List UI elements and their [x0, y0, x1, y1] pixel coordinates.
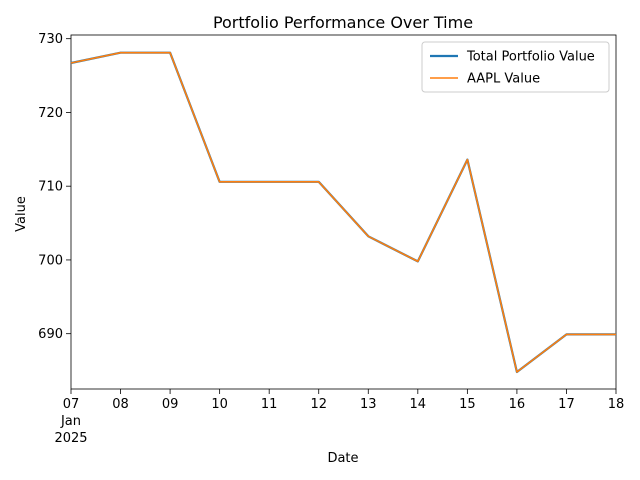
x-tick-label: 15: [459, 397, 476, 412]
x-tick-label: 12: [310, 397, 327, 412]
x-tick-label: 08: [112, 397, 129, 412]
plot-area: [70, 34, 617, 390]
legend: Total Portfolio Value AAPL Value: [421, 41, 610, 93]
y-tick-label: 690: [38, 327, 63, 342]
x-axis-label: Date: [327, 451, 358, 466]
y-axis-label: Value: [14, 196, 29, 232]
x-tick-label: 13: [360, 397, 377, 412]
x-axis: 07 08 09 10 11 12 13 14 15 16 17 18: [63, 389, 625, 412]
x-tick-sublabel-year: 2025: [54, 431, 87, 446]
legend-label-2: AAPL Value: [467, 72, 540, 87]
y-tick-label: 700: [38, 253, 63, 268]
legend-box: [421, 41, 610, 93]
x-tick-label: 07: [63, 397, 80, 412]
x-tick-label: 14: [410, 397, 427, 412]
x-tick-label: 11: [261, 397, 278, 412]
x-tick-label: 10: [211, 397, 228, 412]
y-tick-label: 730: [38, 32, 63, 47]
x-tick-label: 16: [509, 397, 526, 412]
x-tick-label: 09: [162, 397, 179, 412]
chart-title: Portfolio Performance Over Time: [213, 13, 473, 32]
y-axis: 690 700 710 720 730: [38, 32, 71, 342]
plot-frame: [70, 34, 617, 390]
y-tick-label: 720: [38, 106, 63, 121]
y-tick-label: 710: [38, 180, 63, 195]
x-tick-label: 17: [558, 397, 575, 412]
legend-label-1: Total Portfolio Value: [466, 50, 595, 65]
series-line-1: [70, 51, 616, 374]
series-line-2: [70, 51, 616, 373]
x-tick-label: 18: [608, 397, 625, 412]
x-tick-sublabel-month: Jan: [60, 414, 81, 429]
